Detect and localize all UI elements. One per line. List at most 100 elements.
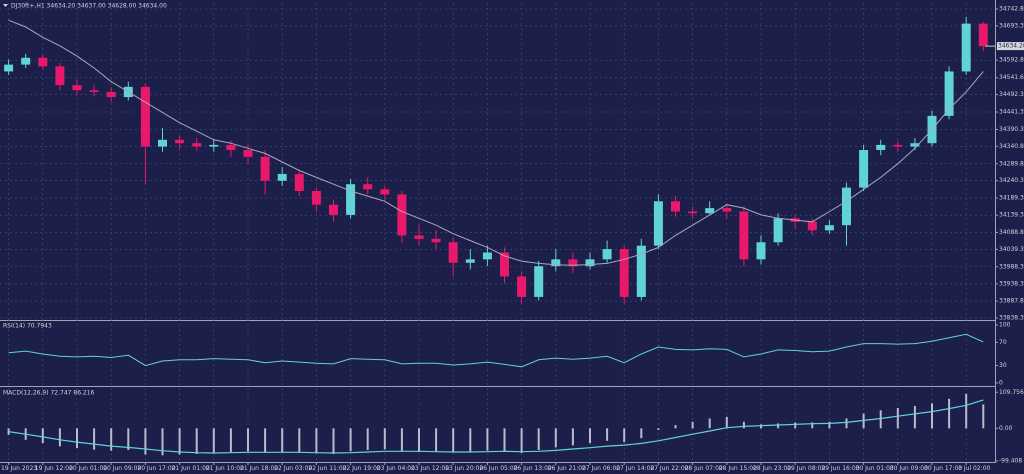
y-tick-label: 34592.80 <box>999 57 1024 64</box>
x-tick-label: 26 Jun 05:00 <box>479 465 517 472</box>
macd-bar <box>366 428 369 451</box>
x-tick-label: 20 Jun 09:00 <box>103 465 141 472</box>
x-tick-label: 23 Jun 20:00 <box>445 465 483 472</box>
candle-body <box>500 252 509 277</box>
candle-body <box>380 189 390 195</box>
candle-body <box>277 173 287 181</box>
candle-body <box>842 187 851 226</box>
candle-body <box>21 57 31 65</box>
macd-bar <box>965 393 968 429</box>
macd-bar <box>110 428 113 451</box>
y-tick-label: 34289.80 <box>999 160 1024 167</box>
x-tick-label: 28 Jun 15:00 <box>719 465 757 472</box>
macd-bar <box>264 428 267 453</box>
candle-body <box>89 90 99 92</box>
candle-body <box>585 259 595 267</box>
macd-bar <box>212 428 215 453</box>
macd-bar <box>161 428 164 456</box>
x-tick-label: 28 Jun 23:00 <box>753 465 791 472</box>
y-tick-label: 34189.30 <box>999 195 1024 202</box>
x-tick-label: 27 Jun 22:00 <box>650 465 688 472</box>
moving-average <box>8 19 984 266</box>
x-tick-label: 28 Jun 07:00 <box>685 465 723 472</box>
candle-body <box>859 150 869 188</box>
macd-bar <box>127 428 130 451</box>
last-price-box <box>997 42 1024 51</box>
candle-body <box>568 259 578 267</box>
candle-body <box>431 238 441 243</box>
rsi-line <box>8 333 984 368</box>
macd-bar <box>298 428 301 453</box>
macd-bar <box>708 418 711 429</box>
y-tick-label: 70 <box>999 339 1007 346</box>
macd-bar <box>435 428 438 452</box>
y-tick-label: 34541.60 <box>999 74 1024 81</box>
candle-body <box>260 156 270 181</box>
x-tick-label: 21 Jun 18:00 <box>240 465 278 472</box>
macd-bar <box>760 424 762 429</box>
macd-bar <box>811 422 814 429</box>
y-tick-label: 34039.30 <box>999 246 1024 253</box>
candle-body <box>773 218 783 243</box>
macd-bar <box>606 428 609 441</box>
candle-body <box>55 66 65 86</box>
x-tick-label: 30 Jun 17:00 <box>924 465 962 472</box>
collapse-icon[interactable] <box>3 4 8 7</box>
y-tick-label: 33838.30 <box>999 315 1024 322</box>
x-tick-label: 22 Jun 11:00 <box>308 465 346 472</box>
y-tick-label: 34441.30 <box>999 109 1024 116</box>
y-tick-label: 34492.30 <box>999 91 1024 98</box>
macd-bar <box>931 403 933 429</box>
macd-bar <box>537 428 540 451</box>
macd-bar <box>794 422 797 429</box>
candle-body <box>910 143 920 147</box>
x-tick-label: 27 Jun 06:00 <box>582 465 620 472</box>
x-tick-label: 20 Jun 01:00 <box>69 465 107 472</box>
macd-bar <box>41 428 44 444</box>
macd-bar <box>623 428 626 443</box>
x-tick-label: 21 Jun 01:00 <box>172 465 210 472</box>
x-tick-label: 19 Jun 12:00 <box>35 465 73 472</box>
y-tick-label: 34139.30 <box>999 212 1024 219</box>
macd-bar <box>486 428 489 451</box>
candle-body <box>893 144 903 147</box>
candle-body <box>517 276 527 297</box>
candle-body <box>482 252 492 260</box>
y-tick-label: 100 <box>999 322 1011 329</box>
x-tick-label: 21 Jun 10:00 <box>206 465 244 472</box>
y-tick-label: 33887.80 <box>999 298 1024 305</box>
candle-body <box>4 64 14 72</box>
candle-body <box>534 266 544 297</box>
macd-bar <box>520 428 523 453</box>
macd-bar <box>982 404 985 429</box>
macd-bar <box>777 423 780 429</box>
signal-line <box>8 399 984 454</box>
macd-bar <box>229 428 232 452</box>
candle-body <box>363 184 373 190</box>
candle-body <box>756 242 766 260</box>
macd-bar <box>657 428 660 430</box>
macd-bar <box>691 421 694 429</box>
macd-bar <box>674 425 677 429</box>
macd-bar <box>640 428 643 439</box>
candle-body <box>722 208 732 212</box>
macd-bar <box>828 421 831 429</box>
x-tick-label: 30 Jun 09:00 <box>890 465 928 472</box>
candle-body <box>978 23 988 47</box>
candle-body <box>175 139 185 144</box>
y-tick-label: 33988.30 <box>999 263 1024 270</box>
macd-bar <box>913 405 916 429</box>
candle-body <box>619 249 629 297</box>
candle-body <box>961 23 971 72</box>
candle-body <box>243 150 253 157</box>
candle-body <box>824 225 834 231</box>
candle-body <box>226 144 236 151</box>
candle-body <box>346 184 356 215</box>
x-tick-label: 26 Jun 13:00 <box>514 465 552 472</box>
candle-body <box>294 173 304 192</box>
macd-bar <box>554 428 557 448</box>
macd-bar <box>247 428 249 452</box>
macd-bar <box>400 428 403 452</box>
x-tick-label: 23 Jun 12:00 <box>411 465 449 472</box>
